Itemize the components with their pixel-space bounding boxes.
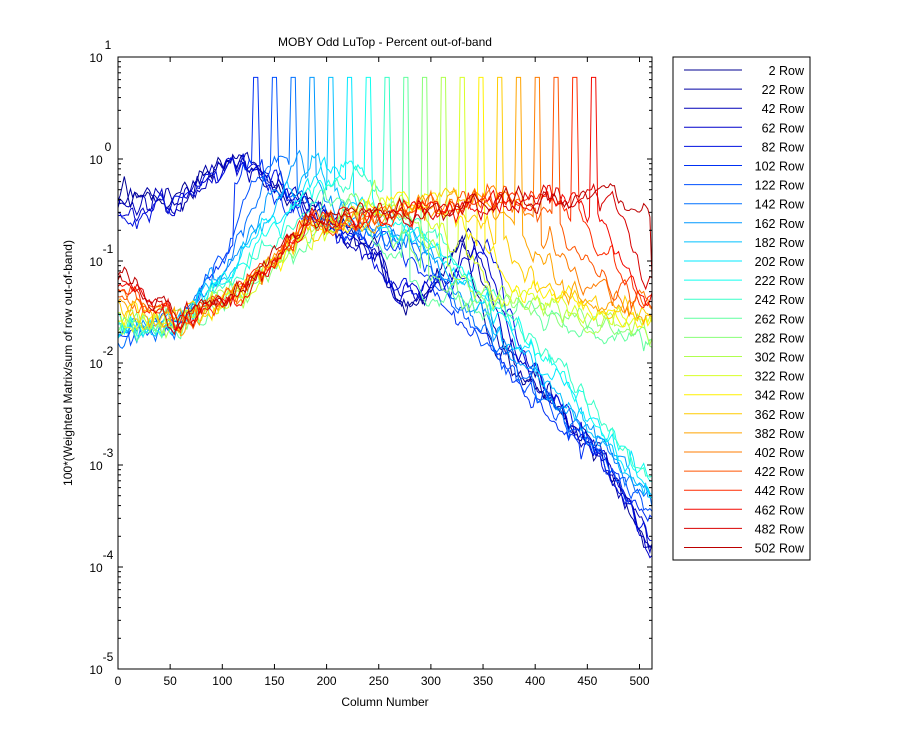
y-tick-label-exp: -2 bbox=[103, 344, 114, 358]
legend-label: 202 Row bbox=[755, 255, 805, 269]
legend-label: 502 Row bbox=[755, 542, 805, 556]
series-line-382 bbox=[118, 76, 652, 337]
series-line-442 bbox=[118, 76, 652, 332]
legend-label: 442 Row bbox=[755, 484, 805, 498]
legend-label: 382 Row bbox=[755, 427, 805, 441]
series-line-82 bbox=[118, 153, 652, 542]
x-tick-label: 50 bbox=[163, 674, 177, 688]
legend-label: 222 Row bbox=[755, 274, 805, 288]
legend-label: 422 Row bbox=[755, 465, 805, 479]
chart-title: MOBY Odd LuTop - Percent out-of-band bbox=[278, 35, 492, 49]
y-tick-label-exp: -5 bbox=[103, 650, 114, 664]
y-tick-label-base: 10 bbox=[89, 153, 103, 167]
legend-label: 462 Row bbox=[755, 503, 805, 517]
x-tick-label: 350 bbox=[473, 674, 493, 688]
series-line-22 bbox=[118, 151, 652, 549]
x-tick-label: 0 bbox=[115, 674, 122, 688]
y-tick-label-exp: -1 bbox=[103, 242, 114, 256]
x-tick-label: 500 bbox=[629, 674, 649, 688]
legend-label: 22 Row bbox=[762, 83, 805, 97]
legend-label: 102 Row bbox=[755, 160, 805, 174]
x-tick-label: 100 bbox=[212, 674, 232, 688]
series-line-402 bbox=[118, 76, 652, 329]
series-line-462 bbox=[118, 76, 652, 331]
legend: 2 Row 22 Row 42 Row 62 Row 82 Row 102 Row 122 … bbox=[672, 56, 811, 561]
legend-label: 122 Row bbox=[755, 179, 805, 193]
legend-label: 402 Row bbox=[755, 446, 805, 460]
x-tick-label: 400 bbox=[525, 674, 545, 688]
y-tick-label-exp: 0 bbox=[105, 140, 112, 154]
y-axis-label: 100*(Weighted Matrix/sum of row out-of-b… bbox=[61, 240, 75, 486]
legend-label: 242 Row bbox=[755, 293, 805, 307]
legend-label: 82 Row bbox=[762, 140, 805, 154]
y-tick-label-base: 10 bbox=[89, 255, 103, 269]
x-axis-label: Column Number bbox=[341, 695, 428, 709]
x-axis: 0 50 100 150 200 250 300 350 400 450 500 bbox=[115, 57, 650, 688]
legend-label: 162 Row bbox=[755, 217, 805, 231]
legend-label: 482 Row bbox=[755, 522, 805, 536]
legend-label: 342 Row bbox=[755, 389, 805, 403]
legend-label: 2 Row bbox=[769, 64, 805, 78]
series-line-182 bbox=[118, 76, 652, 496]
x-tick-label: 450 bbox=[577, 674, 597, 688]
legend-label: 62 Row bbox=[762, 121, 805, 135]
series-layer bbox=[118, 76, 652, 559]
series-line-502 bbox=[118, 183, 652, 331]
y-tick-label-base: 10 bbox=[89, 357, 103, 371]
y-tick-label-base: 10 bbox=[89, 561, 103, 575]
y-tick-label-base: 10 bbox=[89, 663, 103, 677]
series-line-242 bbox=[118, 76, 652, 478]
legend-label: 282 Row bbox=[755, 331, 805, 345]
legend-label: 182 Row bbox=[755, 236, 805, 250]
legend-label: 322 Row bbox=[755, 370, 805, 384]
x-tick-label: 300 bbox=[421, 674, 441, 688]
y-tick-label-base: 10 bbox=[89, 459, 103, 473]
legend-label: 302 Row bbox=[755, 351, 805, 365]
y-tick-label-base: 10 bbox=[89, 51, 103, 65]
y-tick-label-exp: -3 bbox=[103, 446, 114, 460]
x-tick-label: 200 bbox=[317, 674, 337, 688]
x-tick-label: 150 bbox=[264, 674, 284, 688]
y-tick-label-exp: 1 bbox=[105, 38, 112, 52]
legend-label: 42 Row bbox=[762, 102, 805, 116]
series-line-362 bbox=[118, 76, 652, 334]
x-tick-label: 250 bbox=[369, 674, 389, 688]
legend-label: 262 Row bbox=[755, 312, 805, 326]
y-tick-label-exp: -4 bbox=[103, 548, 114, 562]
series-line-102 bbox=[118, 76, 652, 523]
legend-label: 362 Row bbox=[755, 408, 805, 422]
legend-box bbox=[672, 56, 811, 561]
legend-label: 142 Row bbox=[755, 198, 805, 212]
